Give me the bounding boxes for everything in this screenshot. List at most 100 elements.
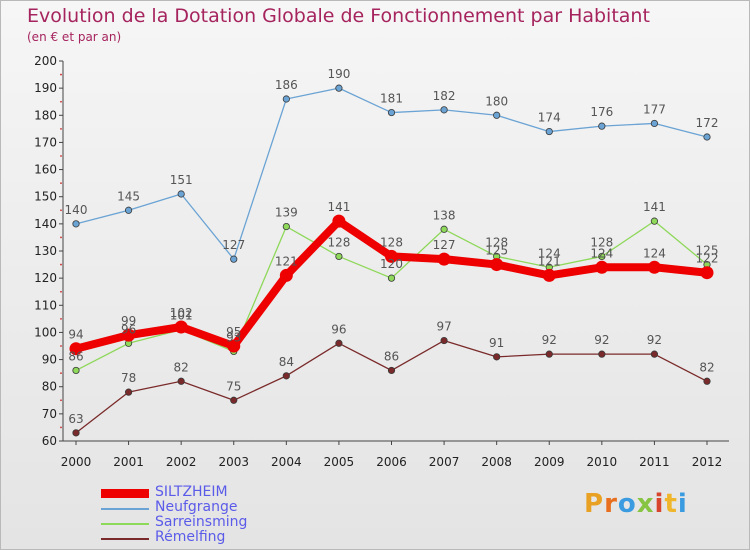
data-label-remelfing: 91 — [489, 336, 504, 350]
data-point-neufgrange — [703, 133, 711, 141]
data-point-neufgrange — [230, 255, 238, 263]
data-point-siltzheim — [122, 328, 136, 342]
data-label-siltzheim: 121 — [275, 254, 298, 268]
data-point-neufgrange — [335, 84, 343, 92]
chart-title: Evolution de la Dotation Globale de Fonc… — [27, 5, 650, 27]
data-point-neufgrange — [440, 106, 448, 114]
data-point-remelfing — [124, 388, 133, 396]
x-tick-label: 2012 — [692, 455, 723, 469]
data-point-siltzheim — [595, 260, 609, 274]
x-tick-label: 2011 — [639, 455, 670, 469]
data-label-remelfing: 82 — [174, 360, 189, 374]
data-point-neufgrange — [72, 220, 80, 228]
data-point-siltzheim — [227, 339, 241, 353]
data-point-siltzheim — [69, 342, 83, 356]
data-point-remelfing — [230, 396, 238, 404]
data-label-sarreinsming: 139 — [275, 206, 298, 220]
data-label-neufgrange: 176 — [590, 105, 613, 119]
data-label-sarreinsming: 128 — [327, 235, 350, 249]
data-label-siltzheim: 128 — [380, 235, 403, 249]
y-minor-tick — [60, 290, 62, 293]
data-label-remelfing: 92 — [647, 333, 662, 347]
data-label-remelfing: 75 — [226, 379, 241, 393]
data-point-neufgrange — [124, 206, 133, 214]
data-point-siltzheim — [332, 214, 346, 228]
y-minor-tick — [60, 372, 62, 375]
data-point-remelfing — [282, 372, 290, 380]
data-label-sarreinsming: 125 — [696, 244, 719, 258]
data-label-sarreinsming: 138 — [433, 208, 456, 222]
data-point-siltzheim — [647, 260, 661, 274]
legend-swatch-neufgrange — [101, 508, 149, 510]
data-point-sarreinsming — [387, 274, 396, 282]
data-point-remelfing — [440, 336, 448, 345]
y-minor-tick — [60, 317, 62, 320]
data-point-siltzheim — [542, 268, 556, 282]
y-tick-label: 70 — [42, 407, 57, 421]
data-point-sarreinsming — [335, 252, 343, 261]
data-label-remelfing: 92 — [594, 333, 609, 347]
data-point-remelfing — [650, 350, 659, 358]
data-label-siltzheim: 121 — [538, 254, 561, 268]
logo-letter: i — [654, 489, 665, 519]
data-point-remelfing — [545, 350, 553, 358]
data-point-neufgrange — [598, 122, 606, 130]
data-point-siltzheim — [174, 320, 188, 334]
legend-swatch-siltzheim — [101, 489, 149, 498]
data-label-sarreinsming: 101 — [170, 309, 193, 323]
logo-letter: P — [584, 489, 605, 519]
data-label-neufgrange: 186 — [275, 78, 298, 92]
legend-item-siltzheim: SILTZHEIM — [101, 484, 341, 501]
data-label-siltzheim: 124 — [643, 246, 666, 260]
data-point-sarreinsming — [598, 252, 606, 261]
data-label-sarreinsming: 86 — [68, 349, 83, 363]
data-point-remelfing — [72, 429, 80, 437]
data-point-neufgrange — [177, 190, 185, 198]
legend-label-remelfing: Rémelfing — [155, 529, 226, 545]
data-label-neufgrange: 181 — [380, 92, 403, 106]
legend-item-neufgrange: Neufgrange — [101, 499, 341, 516]
legend: SILTZHEIM Neufgrange Sarreinsming Rémelf… — [101, 484, 341, 546]
y-tick-label: 150 — [34, 190, 57, 204]
x-tick-label: 2010 — [587, 455, 618, 469]
data-label-sarreinsming: 96 — [121, 322, 136, 336]
y-tick-label: 170 — [34, 135, 57, 149]
data-point-sarreinsming — [440, 225, 448, 233]
data-label-siltzheim: 124 — [590, 246, 613, 260]
data-label-neufgrange: 180 — [485, 94, 508, 108]
y-minor-tick — [60, 155, 62, 157]
x-tick-label: 2005 — [324, 455, 355, 469]
logo-letter: x — [636, 489, 655, 519]
data-label-siltzheim: 102 — [170, 306, 193, 320]
y-minor-tick — [60, 73, 62, 76]
data-point-remelfing — [703, 377, 711, 385]
y-tick-label: 80 — [42, 380, 57, 394]
data-label-sarreinsming: 124 — [538, 246, 561, 260]
logo-letter: r — [604, 489, 618, 519]
data-point-siltzheim — [385, 249, 398, 263]
data-label-sarreinsming: 128 — [485, 235, 508, 249]
data-label-remelfing: 78 — [121, 371, 136, 385]
y-minor-tick — [60, 263, 62, 266]
data-point-sarreinsming — [72, 366, 80, 375]
y-minor-tick — [60, 236, 62, 239]
logo-letter: t — [664, 489, 678, 519]
data-point-siltzheim — [490, 258, 504, 272]
data-label-remelfing: 96 — [331, 322, 346, 336]
data-label-sarreinsming: 141 — [643, 200, 666, 214]
data-label-siltzheim: 99 — [121, 314, 136, 328]
x-tick-label: 2009 — [534, 455, 565, 469]
y-tick-label: 60 — [42, 434, 57, 448]
data-label-sarreinsming: 93 — [226, 330, 241, 344]
data-label-siltzheim: 125 — [485, 244, 508, 258]
data-label-siltzheim: 122 — [696, 252, 719, 266]
legend-item-sarreinsming: Sarreinsming — [101, 514, 341, 531]
y-tick-label: 120 — [34, 271, 57, 285]
y-tick-label: 90 — [42, 353, 57, 367]
y-minor-tick — [60, 100, 62, 103]
legend-label-sarreinsming: Sarreinsming — [155, 514, 248, 530]
data-point-siltzheim — [700, 266, 714, 280]
chart-subtitle: (en € et par an) — [27, 30, 122, 44]
